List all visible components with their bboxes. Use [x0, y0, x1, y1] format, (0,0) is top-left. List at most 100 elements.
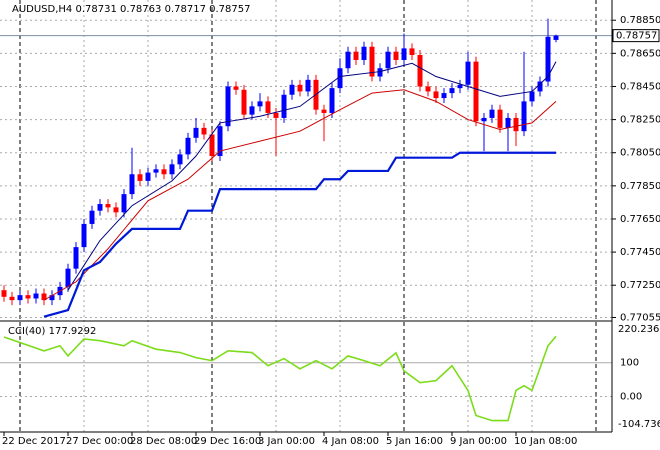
- candle-body: [297, 84, 303, 92]
- candle-body: [81, 223, 87, 248]
- candle-body: [225, 86, 231, 127]
- candle-body: [161, 169, 167, 175]
- x-tick-label: 5 Jan 16:00: [386, 436, 443, 447]
- candle-body: [281, 94, 287, 118]
- candle-body: [217, 126, 223, 157]
- candle-body: [89, 210, 95, 224]
- candle-body: [433, 91, 439, 99]
- high-value: 0.78763: [120, 4, 161, 15]
- candle-body: [441, 93, 447, 99]
- y-tick-label: 0.78250: [620, 115, 660, 126]
- candle-body: [73, 247, 79, 269]
- candle-body: [145, 172, 151, 181]
- candle-body: [537, 81, 543, 92]
- candle-body: [113, 207, 119, 213]
- candle-body: [185, 137, 191, 155]
- candle-body: [553, 35, 559, 40]
- candle-body: [129, 174, 135, 195]
- candle-body: [449, 88, 455, 94]
- candle-body: [233, 86, 239, 90]
- candle-body: [529, 91, 535, 102]
- current-price-label: 0.78757: [616, 31, 657, 42]
- candle-body: [169, 164, 175, 175]
- candle-body: [385, 51, 391, 69]
- candle-body: [289, 84, 295, 95]
- candle-body: [257, 101, 263, 107]
- candle-body: [361, 46, 367, 60]
- cci-range-label: -104.7365: [618, 419, 660, 430]
- candle-body: [505, 117, 511, 128]
- candle-body: [137, 174, 143, 181]
- candle-body: [425, 86, 431, 92]
- candle-body: [9, 296, 15, 301]
- candle-body: [41, 293, 47, 301]
- candle-body: [17, 295, 23, 301]
- x-tick-label: 28 Dec 08:00: [130, 436, 197, 447]
- open-value: 0.78731: [75, 4, 116, 15]
- cci-header: CCI(40) 177.9292: [8, 326, 96, 337]
- indicator-line: [67, 61, 557, 291]
- candle-body: [49, 295, 55, 301]
- y-tick-label: 0.77850: [620, 181, 660, 192]
- candle-body: [201, 127, 207, 135]
- close-value: 0.78757: [209, 4, 250, 15]
- candle-body: [513, 117, 519, 132]
- candle-body: [25, 295, 31, 299]
- candle-body: [353, 51, 359, 60]
- cci-tick-label: 100: [620, 358, 639, 369]
- candle-body: [393, 51, 399, 60]
- candle-body: [241, 89, 247, 115]
- candle-body: [337, 68, 343, 89]
- indicator-line: [43, 151, 556, 318]
- candle-body: [321, 109, 327, 113]
- candle-body: [153, 169, 159, 173]
- indicator-line: [43, 89, 557, 301]
- y-tick-label: 0.77055: [620, 313, 660, 324]
- candle-body: [305, 79, 311, 92]
- candle-body: [401, 48, 407, 60]
- low-value: 0.78717: [165, 4, 206, 15]
- candle-body: [521, 101, 527, 132]
- candle-body: [345, 51, 351, 69]
- cci-line: [3, 335, 557, 422]
- y-tick-label: 0.77650: [620, 214, 660, 225]
- cci-label: CCI(40): [8, 326, 46, 337]
- chart-header: AUDUSD,H4 0.78731 0.78763 0.78717 0.7875…: [12, 4, 250, 15]
- candle-body: [409, 48, 415, 55]
- current-price-box: [612, 29, 660, 43]
- candle-body: [545, 36, 551, 82]
- y-tick-label: 0.77450: [620, 247, 660, 258]
- cci-range-label: 220.2366: [618, 324, 660, 335]
- x-tick-label: 29 Dec 16:00: [194, 436, 261, 447]
- candle-body: [249, 106, 255, 115]
- candle-body: [65, 268, 71, 287]
- candle-body: [465, 61, 471, 85]
- candle-body: [329, 88, 335, 113]
- candle-body: [177, 154, 183, 165]
- candle-body: [193, 127, 199, 138]
- candle-body: [417, 55, 423, 87]
- cci-value: 177.9292: [49, 326, 97, 337]
- candle-body: [1, 290, 7, 297]
- y-tick-label: 0.78650: [620, 48, 660, 59]
- candle-body: [457, 84, 463, 89]
- x-tick-label: 10 Jan 08:00: [514, 436, 577, 447]
- x-tick-label: 22 Dec 2017: [2, 436, 66, 447]
- candle-body: [265, 101, 271, 113]
- x-tick-label: 27 Dec 00:00: [66, 436, 133, 447]
- x-tick-label: 4 Jan 08:00: [322, 436, 379, 447]
- candle-body: [105, 204, 111, 208]
- candle-body: [209, 134, 215, 157]
- x-tick-label: 3 Jan 00:00: [258, 436, 315, 447]
- y-tick-label: 0.78850: [620, 15, 660, 26]
- candle-body: [481, 117, 487, 122]
- candle-body: [377, 68, 383, 77]
- candle-body: [33, 293, 39, 299]
- y-tick-label: 0.77250: [620, 280, 660, 291]
- y-tick-label: 0.78450: [620, 81, 660, 92]
- candle-body: [369, 46, 375, 77]
- candle-body: [489, 109, 495, 118]
- candle-body: [473, 61, 479, 122]
